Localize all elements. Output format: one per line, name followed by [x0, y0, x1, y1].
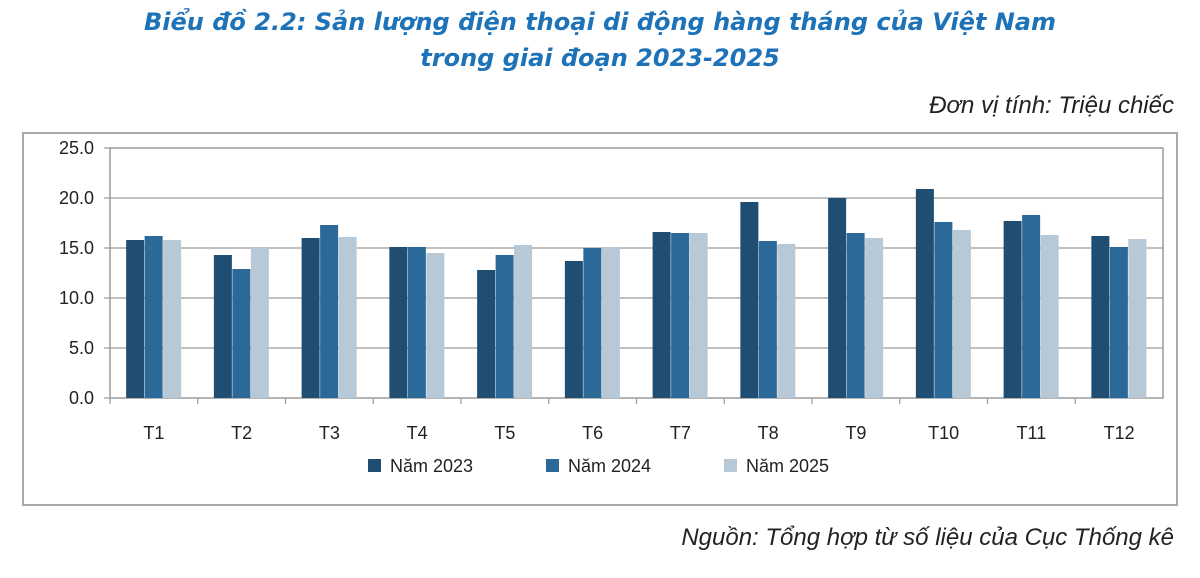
bar-t11-series-3 [1040, 235, 1059, 398]
bar-t5-series-1 [477, 270, 496, 398]
y-tick-label: 15.0 [59, 238, 94, 258]
unit-label: Đơn vị tính: Triệu chiếc [929, 92, 1174, 119]
bar-t1-series-3 [163, 240, 182, 398]
bar-t12-series-2 [1109, 247, 1128, 398]
chart-title: Biểu đồ 2.2: Sản lượng điện thoại di độn… [0, 4, 1200, 76]
bar-t1-series-2 [144, 236, 163, 398]
bar-t9-series-2 [846, 233, 865, 398]
x-tick-label: T12 [1104, 423, 1135, 443]
legend-label-1: Năm 2023 [390, 456, 473, 476]
bar-t12-series-1 [1091, 236, 1110, 398]
x-tick-label: T9 [845, 423, 866, 443]
bar-t11-series-1 [1003, 221, 1022, 398]
x-tick-label: T3 [319, 423, 340, 443]
bar-t7-series-3 [689, 233, 708, 398]
bar-t2-series-1 [213, 255, 232, 398]
legend-swatch-3 [724, 459, 737, 472]
y-tick-label: 10.0 [59, 288, 94, 308]
chart-title-line2: trong giai đoạn 2023-2025 [420, 44, 780, 72]
bar-t5-series-3 [514, 245, 533, 398]
bar-t11-series-2 [1022, 215, 1041, 398]
x-tick-label: T5 [494, 423, 515, 443]
bar-t2-series-2 [232, 269, 251, 398]
x-tick-label: T4 [407, 423, 428, 443]
x-tick-label: T11 [1017, 423, 1047, 443]
x-tick-label: T6 [582, 423, 603, 443]
source-note: Nguồn: Tổng hợp từ số liệu của Cục Thống… [681, 524, 1174, 551]
bar-t7-series-2 [671, 233, 690, 398]
legend-swatch-2 [546, 459, 559, 472]
bar-t12-series-3 [1128, 239, 1147, 398]
bar-t3-series-2 [320, 225, 339, 398]
bar-t6-series-2 [583, 248, 602, 398]
legend-label-2: Năm 2024 [568, 456, 651, 476]
x-tick-label: T7 [670, 423, 691, 443]
y-tick-label: 20.0 [59, 188, 94, 208]
bar-t8-series-3 [777, 244, 796, 398]
x-tick-label: T2 [231, 423, 252, 443]
bar-t5-series-2 [495, 255, 514, 398]
y-tick-label: 25.0 [59, 138, 94, 158]
bar-t4-series-1 [389, 247, 408, 398]
chart-title-line1: Biểu đồ 2.2: Sản lượng điện thoại di độn… [144, 8, 1056, 36]
bar-t10-series-3 [952, 230, 971, 398]
bar-t3-series-1 [301, 238, 320, 398]
bar-t4-series-3 [426, 253, 445, 398]
bar-t9-series-3 [865, 238, 884, 398]
y-tick-label: 5.0 [69, 338, 94, 358]
bar-t10-series-2 [934, 222, 953, 398]
bar-t6-series-3 [601, 247, 620, 398]
legend-swatch-1 [368, 459, 381, 472]
x-tick-label: T1 [143, 423, 164, 443]
bar-t1-series-1 [126, 240, 145, 398]
x-tick-label: T10 [928, 423, 959, 443]
x-tick-label: T8 [758, 423, 779, 443]
legend-label-3: Năm 2025 [746, 456, 829, 476]
bar-t10-series-1 [915, 189, 934, 398]
bar-t9-series-1 [828, 198, 847, 398]
bar-t6-series-1 [564, 261, 583, 398]
bar-t7-series-1 [652, 232, 671, 398]
bar-t2-series-3 [250, 248, 269, 398]
y-tick-label: 0.0 [69, 388, 94, 408]
bar-t3-series-3 [338, 237, 357, 398]
bar-t8-series-1 [740, 202, 759, 398]
bar-t8-series-2 [758, 241, 777, 398]
bar-t4-series-2 [407, 247, 426, 398]
